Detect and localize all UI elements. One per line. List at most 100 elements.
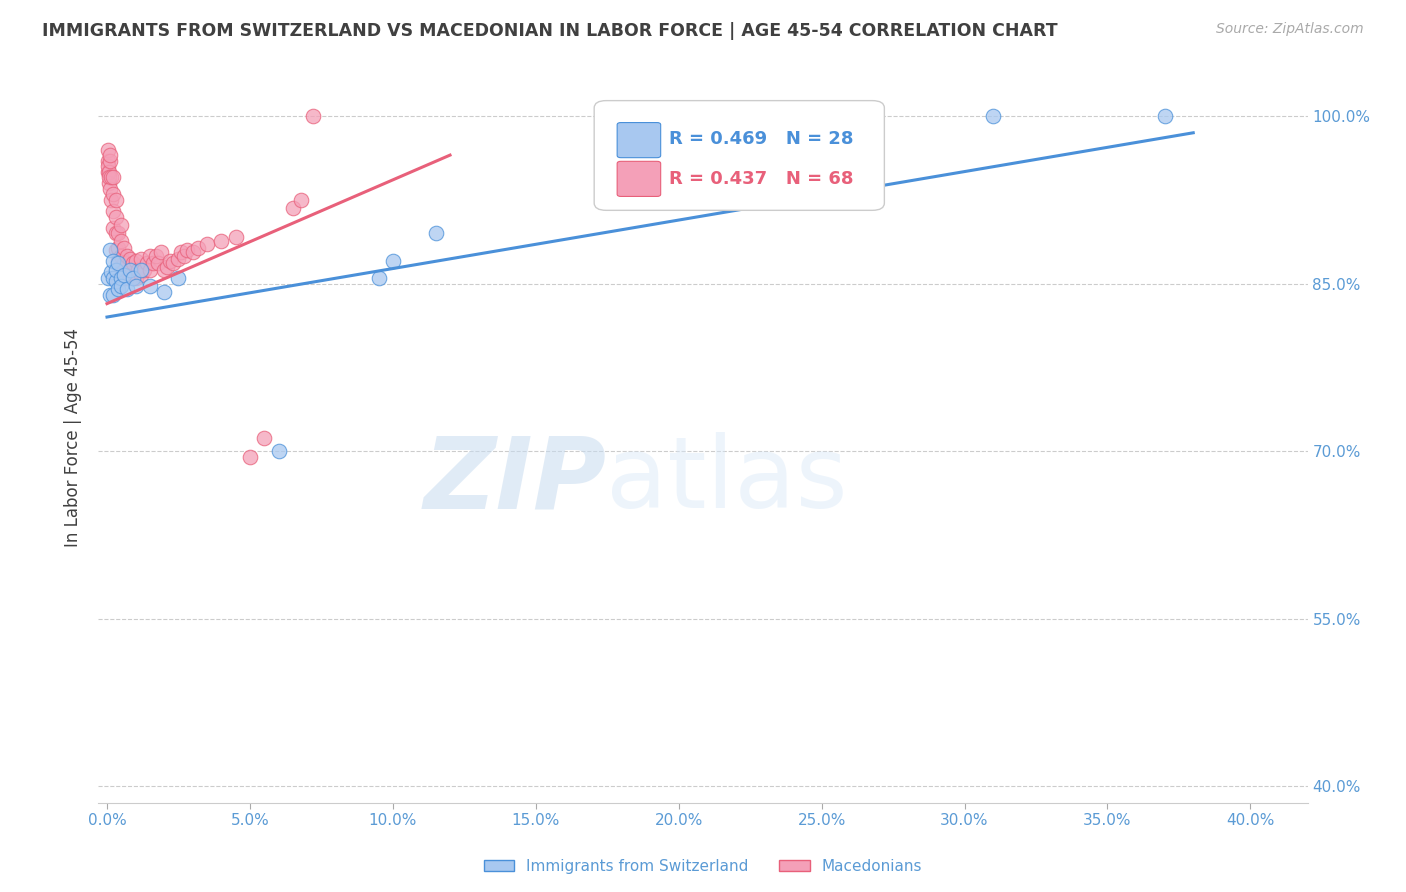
Y-axis label: In Labor Force | Age 45-54: In Labor Force | Age 45-54 xyxy=(65,327,83,547)
Point xyxy=(101,203,124,218)
Point xyxy=(101,287,124,301)
Point xyxy=(97,159,120,173)
Point xyxy=(107,241,129,255)
Point xyxy=(110,249,132,263)
Text: Source: ZipAtlas.com: Source: ZipAtlas.com xyxy=(1216,22,1364,37)
Point xyxy=(118,268,141,282)
Point xyxy=(110,234,132,248)
Point xyxy=(121,271,143,285)
Point xyxy=(381,254,404,268)
Point xyxy=(104,193,127,207)
Point xyxy=(173,249,195,263)
Point xyxy=(124,278,146,293)
Point xyxy=(98,170,121,185)
Point xyxy=(159,254,181,268)
Point xyxy=(124,271,146,285)
Text: ZIP: ZIP xyxy=(423,433,606,530)
Point xyxy=(150,245,173,260)
Point xyxy=(97,165,120,179)
Point xyxy=(100,265,122,279)
Point xyxy=(367,271,389,285)
Point xyxy=(97,176,120,190)
Point xyxy=(142,256,165,270)
Point xyxy=(162,256,184,270)
Point xyxy=(281,201,304,215)
Point xyxy=(129,268,152,282)
Point xyxy=(110,278,132,293)
Text: IMMIGRANTS FROM SWITZERLAND VS MACEDONIAN IN LABOR FORCE | AGE 45-54 CORRELATION: IMMIGRANTS FROM SWITZERLAND VS MACEDONIA… xyxy=(42,22,1057,40)
Point xyxy=(107,254,129,268)
Point xyxy=(101,220,124,235)
Point xyxy=(187,241,209,255)
Point xyxy=(153,263,176,277)
Point xyxy=(112,271,135,285)
Point xyxy=(253,431,276,445)
Point xyxy=(104,243,127,257)
FancyBboxPatch shape xyxy=(617,161,661,196)
Point xyxy=(301,109,323,123)
Point xyxy=(115,282,138,296)
Point xyxy=(121,271,143,285)
Point xyxy=(139,263,162,277)
Point xyxy=(118,252,141,266)
Point xyxy=(101,170,124,185)
Point xyxy=(425,227,447,241)
Point xyxy=(97,143,120,157)
Point xyxy=(104,263,127,277)
Point xyxy=(176,243,198,257)
Point xyxy=(115,249,138,263)
Point xyxy=(100,193,122,207)
Point xyxy=(267,444,290,458)
Point xyxy=(167,271,190,285)
Point xyxy=(112,256,135,270)
Point xyxy=(98,153,121,168)
Point xyxy=(107,227,129,241)
Point xyxy=(104,210,127,224)
Point xyxy=(225,229,247,244)
FancyBboxPatch shape xyxy=(617,122,661,158)
Point xyxy=(136,256,159,270)
Point xyxy=(110,271,132,285)
Point xyxy=(115,256,138,270)
Legend: Immigrants from Switzerland, Macedonians: Immigrants from Switzerland, Macedonians xyxy=(478,853,928,880)
Point xyxy=(112,241,135,255)
Point xyxy=(124,254,146,268)
Point xyxy=(98,148,121,162)
Point xyxy=(153,285,176,300)
Point xyxy=(1153,109,1175,123)
Point xyxy=(110,219,132,233)
Point xyxy=(167,252,190,266)
FancyBboxPatch shape xyxy=(595,101,884,211)
Point xyxy=(115,271,138,285)
Point xyxy=(101,187,124,202)
Point xyxy=(100,170,122,185)
Point xyxy=(98,165,121,179)
Point xyxy=(156,260,179,274)
Point xyxy=(209,234,232,248)
Point xyxy=(145,249,167,263)
Text: R = 0.469   N = 28: R = 0.469 N = 28 xyxy=(669,129,853,148)
Point xyxy=(98,243,121,257)
Point xyxy=(97,271,120,285)
Point xyxy=(129,252,152,266)
Point xyxy=(97,153,120,168)
Point xyxy=(107,256,129,270)
Text: R = 0.437   N = 68: R = 0.437 N = 68 xyxy=(669,169,853,188)
Point xyxy=(107,282,129,296)
Text: atlas: atlas xyxy=(606,433,848,530)
Point xyxy=(104,227,127,241)
Point xyxy=(239,450,262,464)
Point xyxy=(104,274,127,288)
Point xyxy=(110,265,132,279)
Point xyxy=(139,249,162,263)
Point xyxy=(170,245,193,260)
Point xyxy=(101,254,124,268)
Point xyxy=(129,263,152,277)
Point xyxy=(148,256,170,270)
Point xyxy=(121,256,143,270)
Point xyxy=(195,237,218,252)
Point xyxy=(112,268,135,282)
Point xyxy=(290,193,312,207)
Point xyxy=(101,271,124,285)
Point xyxy=(181,245,204,260)
